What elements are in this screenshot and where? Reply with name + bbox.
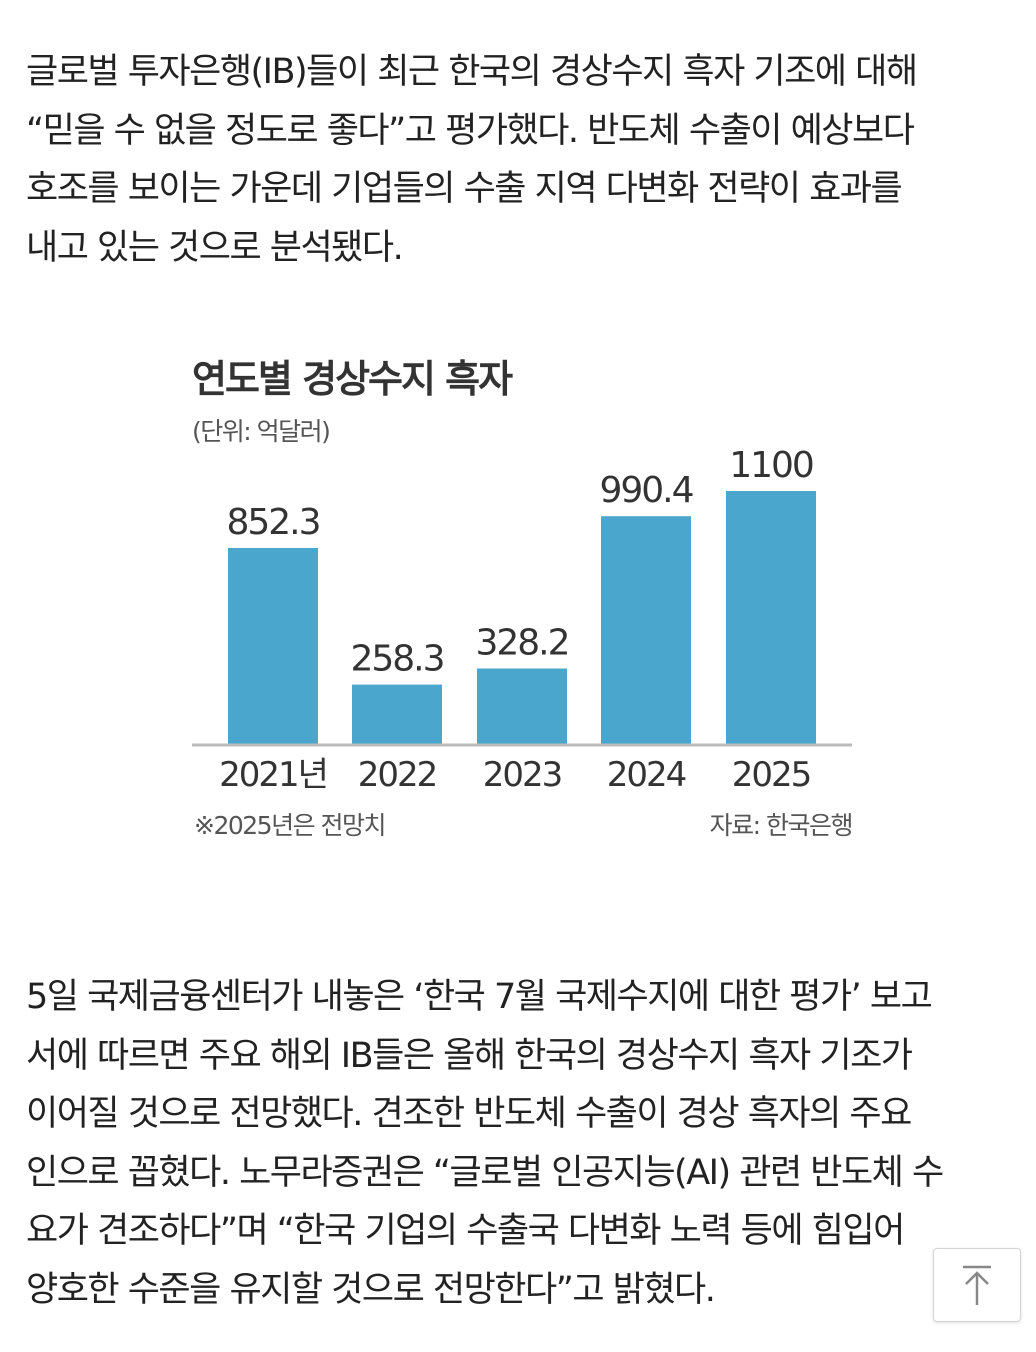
paragraph-line: 요가 견조하다”며 “한국 기업의 수출국 다변화 노력 등에 힘입어 <box>26 1211 905 1251</box>
chart-title: 연도별 경상수지 흑자 <box>192 357 513 401</box>
paragraph-line: 양호한 수준을 유지할 것으로 전망한다”고 밝혔다. <box>26 1269 716 1310</box>
bar <box>601 516 691 744</box>
paragraph-line: 이어질 것으로 전망했다. 견조한 반도체 수출이 경상 흑자의 주요 <box>26 1094 912 1134</box>
paragraph-line: 인으로 꼽혔다. 노무라증권은 “글로벌 인공지능(AI) 관련 반도체 수 <box>26 1152 944 1193</box>
bar-value-label: 990.4 <box>599 470 692 511</box>
category-label: 2023 <box>483 755 562 795</box>
bar <box>726 491 816 744</box>
paragraph-line: 호조를 보이는 가운데 기업들의 수출 지역 다변화 전략이 효과를 <box>26 169 903 209</box>
bar-value-label: 258.3 <box>350 639 443 680</box>
category-label: 2024 <box>607 755 686 795</box>
paragraph-line: 글로벌 투자은행(IB)들이 최근 한국의 경상수지 흑자 기조에 대해 <box>26 52 918 92</box>
chart-unit-label: (단위: 억달러) <box>192 417 331 446</box>
bar <box>352 684 442 744</box>
category-label: 2022 <box>358 755 437 795</box>
chart-note: ※2025년은 전망치 <box>194 811 387 840</box>
paragraph-line: “믿을 수 없을 정도로 좋다”고 평가했다. 반도체 수출이 예상보다 <box>26 110 915 151</box>
bar-value-label: 328.2 <box>475 623 568 664</box>
article-paragraph-2: 5일 국제금융센터가 내놓은 ‘한국 7월 국제수지에 대한 평가’ 보고 서에… <box>26 968 1016 1319</box>
category-label: 2025 <box>732 755 811 795</box>
paragraph-line: 서에 따르면 주요 해외 IB들은 올해 한국의 경상수지 흑자 기조가 <box>26 1035 913 1076</box>
category-label: 2021년 <box>219 755 327 795</box>
paragraph-line: 내고 있는 것으로 분석됐다. <box>26 227 404 268</box>
chart-source: 자료: 한국은행 <box>709 811 854 840</box>
bar-value-label: 1100 <box>729 445 813 486</box>
bar <box>228 547 318 744</box>
article-paragraph-1: 글로벌 투자은행(IB)들이 최근 한국의 경상수지 흑자 기조에 대해 “믿을… <box>26 43 1016 277</box>
bar <box>477 668 567 744</box>
bar-value-label: 852.3 <box>226 502 319 543</box>
arrow-up-icon <box>963 1265 991 1305</box>
scroll-to-top-button[interactable] <box>933 1248 1021 1322</box>
paragraph-line: 5일 국제금융센터가 내놓은 ‘한국 7월 국제수지에 대한 평가’ 보고 <box>26 977 933 1017</box>
